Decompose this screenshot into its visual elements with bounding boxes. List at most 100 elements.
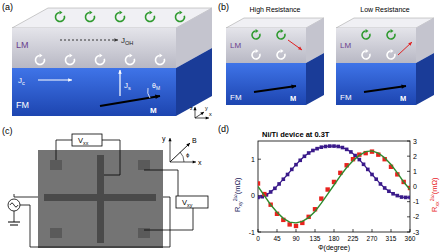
y-tick-label: 1 [251, 156, 255, 163]
y2-tick [407, 171, 410, 172]
panel-c: (c)VxxVxyxyBϕ [2, 126, 208, 248]
data-point [336, 145, 340, 149]
angle-arc [148, 88, 150, 98]
arrow-head [114, 38, 118, 41]
data-point [286, 173, 290, 177]
marks [258, 144, 410, 228]
data-point [358, 158, 362, 162]
arrow-head [408, 42, 412, 46]
spin-head [256, 29, 259, 33]
arrow-shaft [170, 143, 190, 162]
fm-front [226, 63, 306, 105]
wire [14, 211, 15, 222]
magnet-label: M [400, 94, 406, 103]
y2-tick-label: 3 [413, 138, 417, 145]
arrow-shaft [398, 42, 412, 55]
layer-label: LM [230, 41, 241, 50]
y2-axis-title: Rxx2ω(mΩ) [429, 177, 441, 212]
y2-axis-title-unit: (mΩ) [430, 177, 439, 194]
angle-label-sub: M [156, 86, 160, 91]
x-tick-label: 90 [292, 235, 300, 242]
spin-head [179, 11, 182, 15]
wire [144, 170, 178, 196]
spin-head [281, 49, 284, 53]
y2-axis-title-sup: 2ω [429, 194, 435, 201]
arrow-head [68, 78, 72, 82]
data-point [324, 145, 328, 149]
spin-head [256, 49, 259, 53]
data-point [307, 151, 311, 155]
y2-tick-label: 1 [413, 168, 417, 175]
spin-head [59, 11, 62, 15]
axis-name: x [209, 111, 212, 117]
y-axis-title: Rxy2ω(mΩ) [232, 177, 244, 212]
panel-a: (a)LMFMJOHJcJsMθMxyz [2, 2, 212, 120]
data-point [383, 186, 387, 190]
y2-tick-label: -2 [413, 213, 419, 220]
spin-head [366, 29, 369, 33]
y2-tick-label: -3 [413, 229, 419, 236]
data-point [353, 154, 357, 158]
fm-side [176, 48, 212, 116]
ground [10, 225, 18, 226]
arrow-head [168, 138, 171, 141]
panel-b: (b)High ResistanceLMFMMLow ResistanceLMF… [218, 2, 434, 105]
y-tick [258, 159, 261, 160]
fm-side [306, 53, 324, 105]
pad [138, 228, 150, 238]
voltmeter [176, 196, 208, 208]
y2-tick [407, 156, 410, 157]
data-point [258, 181, 260, 185]
arrow-head [193, 160, 196, 163]
spin-head [129, 54, 132, 58]
x-tick [372, 229, 373, 232]
voltmeter-label: Vxy [182, 198, 193, 208]
data-point [341, 146, 345, 150]
data-point [345, 148, 349, 152]
y-tick-label: -1 [249, 229, 255, 236]
spin-head [119, 11, 122, 15]
panel-label: (a) [2, 2, 13, 12]
arrow-shaft [100, 96, 160, 106]
panel-label: (d) [218, 124, 229, 134]
data-point [349, 150, 353, 154]
voltmeter-label-sub: xy [187, 202, 193, 208]
layer-label: FM [230, 93, 242, 102]
series-line [258, 146, 410, 197]
x-tick [315, 229, 316, 232]
wire [144, 208, 193, 230]
data-point [277, 182, 281, 186]
data-point [408, 196, 410, 200]
data-point [400, 195, 404, 199]
data-point [379, 182, 383, 186]
panel-title: Low Resistance [360, 6, 410, 13]
x-axis-title: Φ(degree) [318, 244, 350, 252]
spin-head [159, 54, 162, 58]
lm-front [12, 28, 176, 68]
magnet-label: M [150, 106, 157, 115]
data-point [294, 163, 298, 167]
data-point [290, 168, 294, 172]
data-point [311, 149, 315, 153]
wire [20, 197, 170, 247]
arrow-shaft [254, 86, 296, 92]
ac-sine [10, 203, 18, 207]
data-point [362, 162, 366, 166]
x-tick-label: 0 [256, 235, 260, 242]
arrow-head [193, 107, 196, 110]
arrow-shaft [288, 40, 302, 50]
x-tick-label: 135 [310, 235, 321, 242]
spin-head [391, 49, 394, 53]
x-tick-label: 45 [273, 235, 281, 242]
spin-head [366, 49, 369, 53]
axis-name: ϕ [186, 152, 190, 158]
arrow-shaft [38, 79, 72, 80]
magnet-label: M [290, 94, 296, 103]
data-point [315, 147, 319, 151]
fm-side [416, 53, 434, 105]
layer-label: FM [340, 93, 352, 102]
angle-arc [180, 152, 184, 162]
spin-head [391, 29, 394, 33]
y2-tick-label: -1 [413, 198, 419, 205]
sem-image [38, 150, 163, 248]
